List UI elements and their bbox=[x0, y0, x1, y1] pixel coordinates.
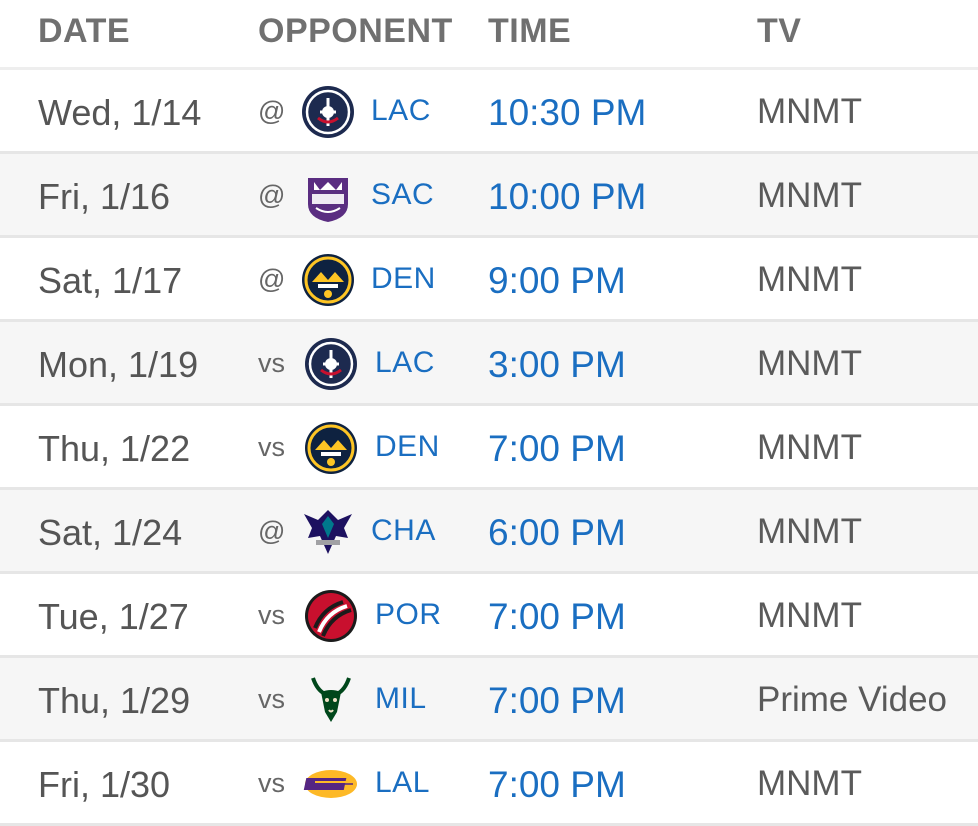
tv-network: MNMT bbox=[757, 512, 862, 551]
opponent-link[interactable]: LAC bbox=[375, 346, 435, 379]
game-date: Mon, 1/19 bbox=[38, 344, 199, 385]
clippers-logo-icon[interactable] bbox=[303, 336, 359, 392]
game-date: Sat, 1/24 bbox=[38, 512, 183, 553]
opponent-link[interactable]: SAC bbox=[371, 178, 435, 211]
home-away-indicator: vs bbox=[258, 348, 285, 378]
home-away-indicator: vs bbox=[258, 768, 285, 798]
clippers-logo-icon[interactable] bbox=[300, 84, 356, 140]
opponent-link[interactable]: LAL bbox=[375, 766, 430, 799]
game-date: Fri, 1/16 bbox=[38, 176, 171, 217]
hornets-logo-icon[interactable] bbox=[300, 504, 356, 560]
opponent-link[interactable]: POR bbox=[375, 598, 442, 631]
table-row: Thu, 1/22 vs DEN 7:00 PM MNMT bbox=[0, 406, 978, 490]
game-date: Sat, 1/17 bbox=[38, 260, 183, 301]
kings-logo-icon[interactable] bbox=[300, 168, 356, 224]
table-row: Fri, 1/30 vs LAL 7:00 PM MNMT bbox=[0, 742, 978, 826]
game-time-link[interactable]: 7:00 PM bbox=[488, 764, 626, 805]
table-body: Wed, 1/14 @ LAC 10:30 PM MNMT Fri, 1/16 @ SAC 10… bbox=[0, 70, 978, 826]
tv-network: MNMT bbox=[757, 764, 862, 803]
game-date: Thu, 1/22 bbox=[38, 428, 191, 469]
table-row: Tue, 1/27 vs POR 7:00 PM MNMT bbox=[0, 574, 978, 658]
game-date: Thu, 1/29 bbox=[38, 680, 191, 721]
opponent-link[interactable]: DEN bbox=[375, 430, 440, 463]
lakers-logo-icon[interactable] bbox=[303, 756, 359, 812]
home-away-indicator: @ bbox=[258, 180, 286, 210]
table-row: Wed, 1/14 @ LAC 10:30 PM MNMT bbox=[0, 70, 978, 154]
game-date: Wed, 1/14 bbox=[38, 92, 202, 133]
tv-network: MNMT bbox=[757, 344, 862, 383]
tv-network: MNMT bbox=[757, 92, 862, 131]
table-header: DATE OPPONENT TIME TV bbox=[0, 0, 978, 70]
game-time-link[interactable]: 10:00 PM bbox=[488, 176, 647, 217]
trail-blazers-logo-icon[interactable] bbox=[303, 588, 359, 644]
game-date: Fri, 1/30 bbox=[38, 764, 171, 805]
table-row: Mon, 1/19 vs LAC 3:00 PM MNMT bbox=[0, 322, 978, 406]
tv-network: MNMT bbox=[757, 596, 862, 635]
game-time-link[interactable]: 6:00 PM bbox=[488, 512, 626, 553]
game-time-link[interactable]: 9:00 PM bbox=[488, 260, 626, 301]
header-time: TIME bbox=[488, 12, 572, 50]
table-row: Sat, 1/17 @ DEN 9:00 PM MNMT bbox=[0, 238, 978, 322]
opponent-link[interactable]: LAC bbox=[371, 94, 431, 127]
header-opponent: OPPONENT bbox=[258, 12, 453, 50]
nuggets-logo-icon[interactable] bbox=[300, 252, 356, 308]
bucks-logo-icon[interactable] bbox=[303, 672, 359, 728]
tv-network: Prime Video bbox=[757, 680, 948, 719]
home-away-indicator: @ bbox=[258, 96, 286, 126]
table-row: Fri, 1/16 @ SAC 10:00 PM MNMT bbox=[0, 154, 978, 238]
opponent-link[interactable]: CHA bbox=[371, 514, 436, 547]
home-away-indicator: vs bbox=[258, 600, 285, 630]
game-time-link[interactable]: 10:30 PM bbox=[488, 92, 647, 133]
game-time-link[interactable]: 7:00 PM bbox=[488, 596, 626, 637]
header-date: DATE bbox=[38, 12, 131, 50]
game-time-link[interactable]: 3:00 PM bbox=[488, 344, 626, 385]
tv-network: MNMT bbox=[757, 260, 862, 299]
game-date: Tue, 1/27 bbox=[38, 596, 189, 637]
nuggets-logo-icon[interactable] bbox=[303, 420, 359, 476]
tv-network: MNMT bbox=[757, 428, 862, 467]
tv-network: MNMT bbox=[757, 176, 862, 215]
home-away-indicator: @ bbox=[258, 516, 286, 546]
opponent-link[interactable]: MIL bbox=[375, 682, 427, 715]
game-time-link[interactable]: 7:00 PM bbox=[488, 680, 626, 721]
game-time-link[interactable]: 7:00 PM bbox=[488, 428, 626, 469]
home-away-indicator: vs bbox=[258, 684, 285, 714]
home-away-indicator: @ bbox=[258, 264, 286, 294]
table-row: Sat, 1/24 @ CHA 6:00 PM MNMT bbox=[0, 490, 978, 574]
table-row: Thu, 1/29 vs MIL 7:00 PM Prime Video bbox=[0, 658, 978, 742]
opponent-link[interactable]: DEN bbox=[371, 262, 436, 295]
header-tv: TV bbox=[757, 12, 802, 50]
home-away-indicator: vs bbox=[258, 432, 285, 462]
